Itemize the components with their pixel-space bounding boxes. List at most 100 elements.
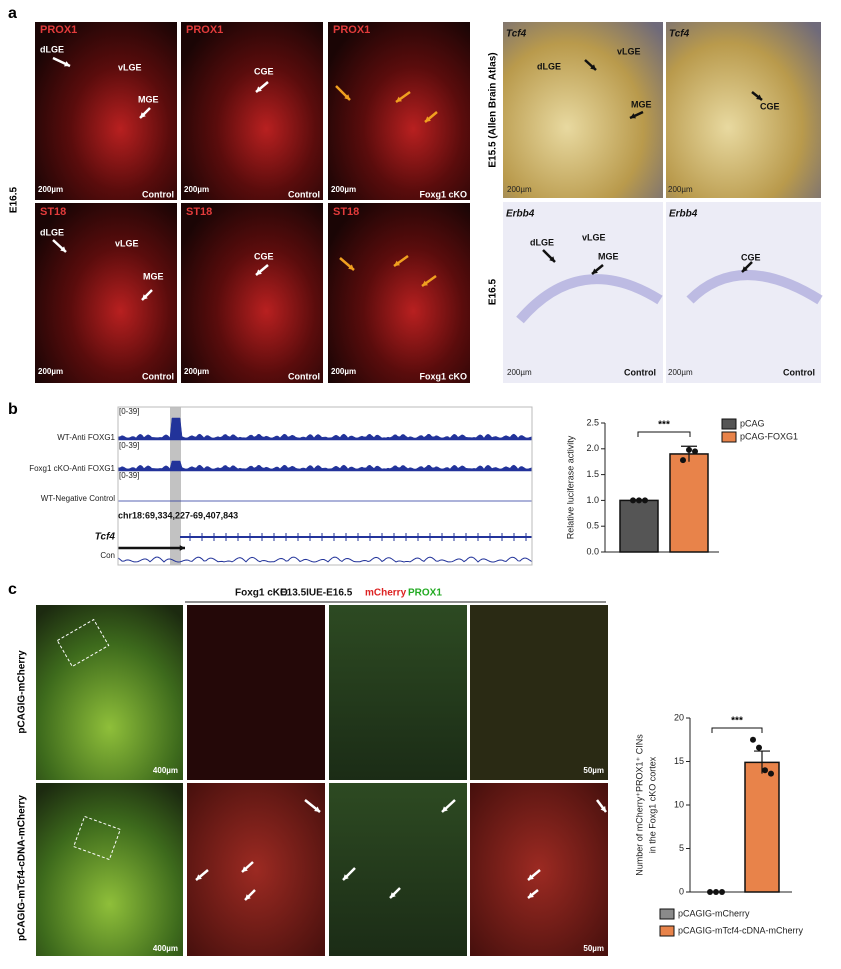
data-point [762,767,768,774]
label: MGE [138,94,159,104]
arrowhead [390,892,396,898]
label: vLGE [118,62,142,72]
label: pCAGIG-mCherry [678,908,750,918]
label: 0.0 [586,546,599,556]
data-point [642,497,648,504]
highlight [170,407,181,565]
label: 15 [674,756,684,766]
data-point [680,457,686,464]
label: 200µm [331,367,356,376]
data-point [768,770,774,777]
arrowhead [348,264,354,270]
arrowhead [425,116,431,122]
label: 0 [679,886,684,896]
data-point [750,736,756,743]
label: MGE [598,251,619,261]
label: pCAGIG-mCherry [17,650,28,734]
arrowhead [549,256,555,262]
label: vLGE [582,232,606,242]
arrowhead [756,94,762,100]
label: WT-Negative Control [41,494,115,503]
data-point [713,889,719,895]
arrowhead [592,268,598,274]
label: 1.5 [586,469,599,479]
bar [669,453,709,553]
label: 200µm [331,185,356,194]
data-point [756,744,762,751]
stain [516,274,663,324]
arrowhead [179,545,185,551]
label: MGE [631,99,652,109]
label: 400µm [153,766,178,775]
label: E13.5IUE-E16.5 [280,588,353,599]
label: E16.5 [9,186,20,213]
arrowhead [630,113,636,119]
label: 200µm [507,368,532,377]
label: dLGE [40,44,64,54]
label: vLGE [115,238,139,248]
micrograph [35,203,177,383]
data-point [692,448,698,455]
label: WT-Anti FOXG1 [57,433,115,442]
micrograph [36,783,183,956]
label: MGE [143,271,164,281]
label: Relative luciferase activity [565,435,575,539]
label: [0-39] [119,407,139,416]
data-point [630,497,636,504]
micrograph [328,22,470,200]
label: 200µm [38,367,63,376]
arrowhead [394,260,400,266]
label: vLGE [617,46,641,56]
arrowhead [196,874,202,880]
label: [0-39] [119,471,139,480]
label: Control [142,371,174,381]
micrograph [328,203,470,383]
label: Con [100,551,115,560]
image-tiles [35,22,823,956]
label: PROX1 [40,24,77,36]
label: 1.0 [586,495,599,505]
label: PROX1 [186,24,223,36]
stain [686,270,823,305]
sig-bracket [637,431,691,437]
data-point [636,497,642,504]
label: 200µm [184,367,209,376]
label: ST18 [186,206,212,218]
label: 200µm [668,368,693,377]
label: Tcf4 [95,532,116,543]
label: Foxg1 cKO [235,588,288,599]
micrograph [470,605,608,780]
label: Control [288,189,320,199]
micrograph [35,22,177,200]
label: Foxg1 cKO-Anti FOXG1 [29,464,115,473]
bar [619,499,659,553]
label: 0.5 [586,521,599,531]
data-point [686,446,692,453]
inset-box [56,618,110,668]
arrowhead [242,866,248,872]
arrowhead [140,112,146,118]
arrowhead [422,280,428,286]
label: 5 [679,843,684,853]
label: Tcf4 [669,29,690,40]
label: PROX1 [333,24,370,36]
signal-track [117,417,533,441]
micrograph [503,22,663,198]
label: Foxg1 cKO [419,371,467,381]
label: Foxg1 cKO [419,189,467,199]
label: Erbb4 [669,209,698,220]
label: pCAG-FOXG1 [740,431,798,441]
label: Control [783,367,815,377]
micrograph [187,605,325,780]
label: 200µm [38,185,63,194]
label: 200µm [184,185,209,194]
sig-bracket [711,727,763,733]
label: Control [288,371,320,381]
label: in the Foxg1 cKO cortex [647,756,657,853]
arrowhead [60,246,66,252]
arrowhead [343,874,349,880]
label: 10 [674,799,684,809]
label: pCAGIG-mTcf4-cDNA-mCherry [17,795,28,941]
arrowhead [256,269,262,275]
